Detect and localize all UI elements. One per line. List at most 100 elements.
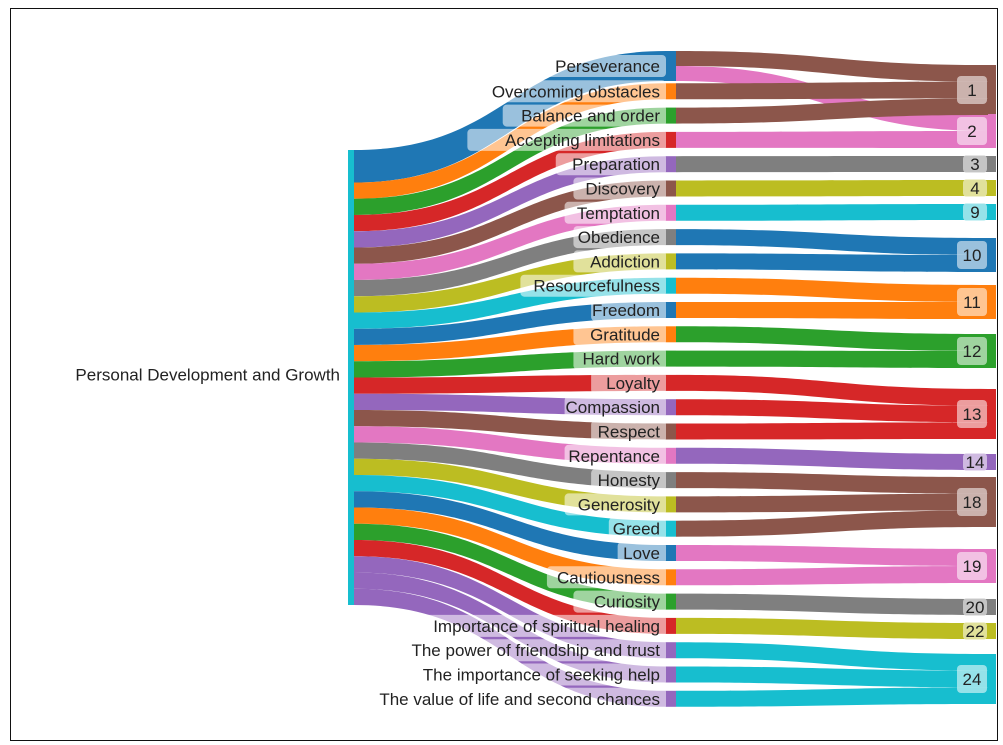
theme-label-bg — [546, 55, 666, 77]
target-node-18 — [988, 477, 996, 527]
target-label-9: 9 — [970, 203, 979, 222]
theme-label-bg — [573, 347, 666, 370]
link-gratitude-to-12 — [676, 326, 988, 351]
theme-node-balance-and-order — [666, 107, 676, 124]
target-label-19: 19 — [963, 557, 982, 576]
link-loyalty-to-13 — [676, 374, 988, 406]
link-source-to-the-power-of-friendship-and-trust — [354, 556, 666, 659]
target-label-bg-tint — [963, 453, 987, 471]
theme-node-loyalty — [666, 374, 676, 391]
target-label-bg-tint — [957, 76, 987, 104]
theme-label-gratitude: Gratitude — [590, 325, 660, 344]
theme-label-bg — [591, 469, 666, 492]
theme-label-bg — [555, 153, 666, 176]
theme-node-greed — [666, 520, 676, 537]
link-the-value-of-life-and-second-chances-to-24 — [676, 687, 988, 707]
target-label-18: 18 — [963, 493, 982, 512]
link-source-to-freedom — [354, 302, 666, 345]
theme-node-overcoming-obstacles — [666, 83, 676, 100]
theme-label-the-power-of-friendship-and-trust: The power of friendship and trust — [411, 641, 660, 660]
target-label-14: 14 — [966, 453, 985, 472]
theme-node-love — [666, 545, 676, 561]
theme-node-respect — [666, 423, 676, 440]
link-hard-work-to-12 — [676, 350, 988, 368]
target-label-bg-tint — [963, 179, 987, 197]
theme-node-generosity — [666, 496, 676, 513]
theme-label-bg — [573, 177, 666, 200]
target-node-9 — [988, 204, 996, 220]
theme-label-bg — [573, 250, 666, 273]
theme-label-bg — [591, 371, 666, 394]
theme-node-honesty — [666, 472, 676, 489]
theme-label-bg — [502, 104, 666, 127]
link-source-to-love — [354, 491, 666, 561]
target-node-4 — [988, 180, 996, 196]
target-node-3 — [988, 156, 996, 172]
theme-label-bg — [591, 420, 666, 443]
theme-label-greed: Greed — [613, 520, 660, 539]
link-compassion-to-13 — [676, 399, 988, 423]
theme-label-bg — [573, 590, 666, 613]
link-honesty-to-18 — [676, 472, 988, 494]
theme-node-addiction — [666, 253, 676, 270]
sankey-chart: Personal Development and Growth Persevera… — [75, 51, 996, 710]
theme-label-bg — [546, 566, 666, 589]
link-source-to-balance-and-order — [354, 107, 666, 215]
target-label-bg-tint — [957, 552, 987, 580]
theme-label-balance-and-order: Balance and order — [521, 107, 660, 126]
link-cautiousness-to-19 — [676, 566, 988, 586]
link-the-importance-of-seeking-help-to-24 — [676, 666, 988, 688]
theme-label-the-value-of-life-and-second-chances: The value of life and second chances — [379, 690, 660, 709]
link-temptation-to-9 — [676, 204, 988, 221]
target-label-bg-tint — [957, 241, 987, 269]
target-label-1: 1 — [967, 81, 976, 100]
theme-node-preparation — [666, 156, 676, 173]
link-overcoming-obstacles-to-1 — [676, 81, 988, 100]
theme-label-cautiousness: Cautiousness — [557, 568, 660, 587]
theme-label-bg — [476, 80, 666, 103]
link-respect-to-13 — [676, 422, 988, 440]
link-importance-of-spiritual-healing-to-22 — [676, 617, 988, 639]
theme-node-accepting-limitations — [666, 131, 676, 148]
link-addiction-to-10 — [676, 253, 988, 272]
link-generosity-to-18 — [676, 493, 988, 513]
theme-label-loyalty: Loyalty — [606, 374, 660, 393]
theme-label-respect: Respect — [598, 423, 661, 442]
theme-label-bg — [573, 226, 666, 249]
theme-node-the-power-of-friendship-and-trust — [666, 642, 676, 659]
theme-label-generosity: Generosity — [578, 495, 661, 514]
target-node-19 — [988, 549, 996, 583]
theme-label-hard-work: Hard work — [583, 350, 661, 369]
theme-label-bg — [591, 299, 666, 321]
theme-label-addiction: Addiction — [590, 252, 660, 271]
theme-label-compassion: Compassion — [566, 398, 661, 417]
theme-node-hard-work — [666, 350, 676, 367]
target-label-24: 24 — [963, 670, 982, 689]
target-node-20 — [988, 599, 996, 615]
link-greed-to-18 — [676, 510, 988, 537]
target-label-bg-tint — [957, 488, 987, 516]
theme-label-bg — [387, 663, 666, 686]
target-label-20: 20 — [966, 598, 985, 617]
target-label-22: 22 — [966, 622, 985, 641]
theme-label-bg — [378, 614, 666, 637]
link-source-to-greed — [354, 475, 666, 537]
theme-label-bg — [564, 493, 666, 516]
theme-label-accepting-limitations: Accepting limitations — [505, 131, 660, 150]
target-node-10 — [988, 238, 996, 272]
link-source-to-respect — [354, 410, 666, 440]
theme-node-freedom — [666, 302, 676, 318]
target-label-bg-tint — [957, 400, 987, 428]
target-label-bg-tint — [963, 622, 987, 640]
theme-node-compassion — [666, 399, 676, 416]
theme-label-bg — [573, 323, 666, 346]
theme-label-bg — [617, 542, 666, 564]
link-accepting-limitations-to-2 — [676, 131, 988, 148]
link-perseverance-to-1 — [676, 51, 988, 82]
theme-node-importance-of-spiritual-healing — [666, 617, 676, 634]
target-node-1 — [988, 65, 996, 115]
link-the-power-of-friendship-and-trust-to-24 — [676, 642, 988, 671]
target-label-bg-tint — [963, 598, 987, 616]
link-balance-and-order-to-1 — [676, 98, 988, 124]
theme-node-obedience — [666, 229, 676, 246]
